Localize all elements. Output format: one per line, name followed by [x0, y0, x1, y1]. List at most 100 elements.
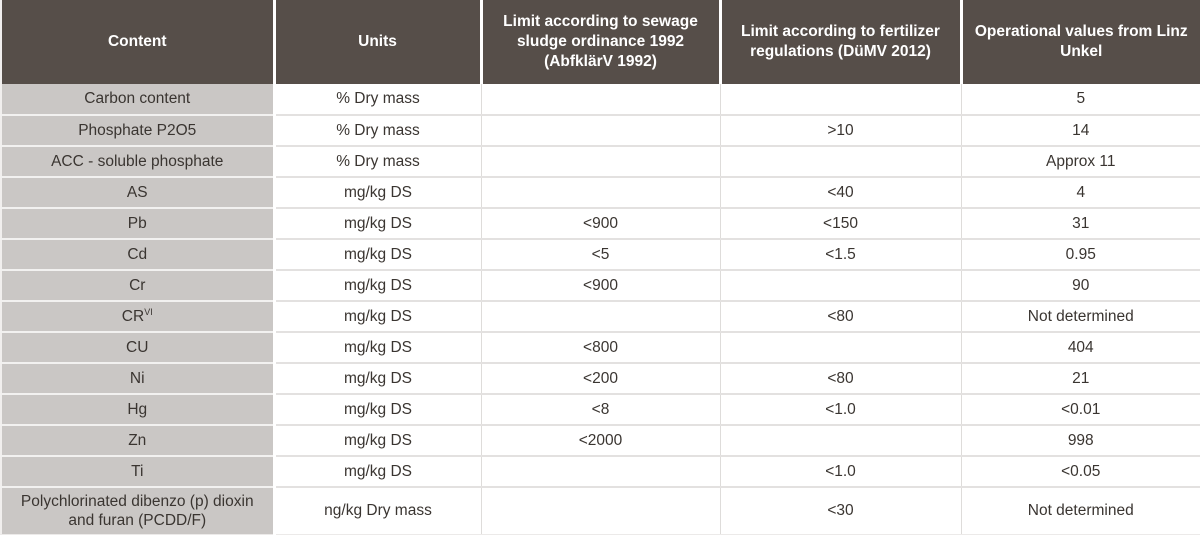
cell-limit_fertilizer: <40 [719, 176, 961, 208]
cell-operational: 90 [960, 269, 1200, 301]
content-label: CR [121, 307, 145, 325]
cell-units: % Dry mass [274, 84, 481, 115]
cell-limit_sewage [480, 114, 720, 146]
cell-limit_sewage [480, 486, 720, 535]
cell-limit_fertilizer [719, 269, 961, 301]
cell-operational: 5 [960, 84, 1200, 115]
cell-limit_fertilizer [719, 84, 961, 115]
table-row: Cr mg/kg DS <900 90 [1, 269, 1200, 301]
cell-limit_sewage [480, 145, 720, 177]
cell-limit_fertilizer [719, 424, 961, 456]
cell-operational: 31 [960, 207, 1200, 239]
cell-limit_sewage: <2000 [480, 424, 720, 456]
table-row: Carbon content % Dry mass 5 [1, 84, 1200, 115]
cell-limit_fertilizer: >10 [719, 114, 961, 146]
column-header-units: Units [272, 0, 481, 84]
cell-limit_fertilizer: <80 [719, 300, 961, 332]
table-row: AS mg/kg DS <40 4 [1, 176, 1200, 208]
column-header-content: Content [1, 0, 274, 84]
cell-units: mg/kg DS [274, 455, 481, 487]
table-row: Zn mg/kg DS <2000 998 [1, 424, 1200, 456]
cell-limit_sewage [480, 300, 720, 332]
table-row: Pb mg/kg DS <900 <150 31 [1, 207, 1200, 239]
cell-units: mg/kg DS [274, 300, 481, 332]
cell-units: mg/kg DS [274, 331, 481, 363]
table-row: Ti mg/kg DS <1.0 <0.05 [1, 455, 1200, 487]
cell-units: ng/kg Dry mass [274, 486, 481, 535]
table-row: Ni mg/kg DS <200 <80 21 [1, 362, 1200, 394]
table-header: Content Units Limit according to sewage sl… [1, 0, 1200, 84]
table-row: CRVI mg/kg DS <80 Not determined [1, 300, 1200, 332]
cell-content: CRVI [1, 300, 276, 332]
cell-units: mg/kg DS [274, 424, 481, 456]
cell-content: AS [1, 176, 276, 208]
cell-operational: Not determined [960, 300, 1200, 332]
content-label: Polychlorinated dibenzo (p) dioxin and f… [20, 492, 254, 529]
cell-operational: 4 [960, 176, 1200, 208]
content-label: Pb [127, 214, 147, 232]
header-row: Content Units Limit according to sewage sl… [1, 0, 1200, 84]
cell-limit_sewage: <5 [480, 238, 720, 270]
content-label: Carbon content [84, 90, 191, 108]
cell-operational: <0.01 [960, 393, 1200, 425]
cell-limit_sewage [480, 455, 720, 487]
cell-units: % Dry mass [274, 145, 481, 177]
cell-content: CU [1, 331, 276, 363]
table-row: Cd mg/kg DS <5 <1.5 0.95 [1, 238, 1200, 270]
content-label: Ti [131, 462, 144, 480]
cell-operational: 14 [960, 114, 1200, 146]
cell-content: Phosphate P2O5 [1, 114, 276, 146]
cell-limit_fertilizer: <1.5 [719, 238, 961, 270]
cell-content: Hg [1, 393, 276, 425]
content-label: Hg [127, 400, 148, 418]
cell-units: mg/kg DS [274, 238, 481, 270]
table-row: Hg mg/kg DS <8 <1.0 <0.01 [1, 393, 1200, 425]
column-header-operational: Operational values from Linz Unkel [959, 0, 1200, 84]
cell-operational: Approx 11 [960, 145, 1200, 177]
table-row: ACC - soluble phosphate % Dry mass Approx … [1, 145, 1200, 177]
content-label: Phosphate P2O5 [78, 121, 197, 139]
cell-content: Ti [1, 455, 276, 487]
table-row: CU mg/kg DS <800 404 [1, 331, 1200, 363]
content-label: Cd [127, 245, 148, 263]
cell-content: Cd [1, 238, 276, 270]
cell-units: mg/kg DS [274, 207, 481, 239]
cell-operational: <0.05 [960, 455, 1200, 487]
cell-limit_fertilizer: <1.0 [719, 455, 961, 487]
cell-units: % Dry mass [274, 114, 481, 146]
cell-limit_sewage: <900 [480, 207, 720, 239]
content-label: AS [126, 183, 148, 201]
cell-limit_fertilizer: <30 [719, 486, 961, 535]
cell-operational: 404 [960, 331, 1200, 363]
table-row: Phosphate P2O5 % Dry mass >10 14 [1, 114, 1200, 146]
cell-operational: 0.95 [960, 238, 1200, 270]
cell-limit_sewage: <900 [480, 269, 720, 301]
content-label: Zn [128, 431, 147, 449]
cell-content: Zn [1, 424, 276, 456]
cell-operational: Not determined [960, 486, 1200, 535]
table-row: Polychlorinated dibenzo (p) dioxin and f… [1, 486, 1200, 535]
cell-units: mg/kg DS [274, 362, 481, 394]
column-header-limit_fertilizer: Limit according to fertilizer regulation… [718, 0, 961, 84]
column-header-limit_sewage: Limit according to sewage sludge ordinan… [479, 0, 720, 84]
cell-units: mg/kg DS [274, 393, 481, 425]
table-body: Carbon content % Dry mass 5 Phosphate P2O5%… [1, 84, 1200, 535]
cell-limit_sewage: <800 [480, 331, 720, 363]
cell-content: ACC - soluble phosphate [1, 145, 276, 177]
cell-limit_fertilizer: <150 [719, 207, 961, 239]
cell-limit_fertilizer [719, 331, 961, 363]
cell-limit_fertilizer [719, 145, 961, 177]
cell-operational: 21 [960, 362, 1200, 394]
content-label: Ni [129, 369, 145, 387]
content-label: Cr [129, 276, 146, 294]
content-label: CU [126, 338, 149, 356]
cell-operational: 998 [960, 424, 1200, 456]
cell-units: mg/kg DS [274, 176, 481, 208]
cell-content: Pb [1, 207, 276, 239]
content-superscript: VI [144, 306, 153, 317]
cell-limit_sewage [480, 176, 720, 208]
cell-content: Polychlorinated dibenzo (p) dioxin and f… [1, 486, 276, 535]
cell-limit_fertilizer: <1.0 [719, 393, 961, 425]
